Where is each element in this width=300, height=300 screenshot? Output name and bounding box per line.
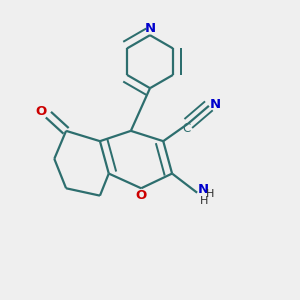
Text: H: H <box>206 189 214 199</box>
Text: O: O <box>35 105 47 118</box>
Text: O: O <box>136 189 147 202</box>
Text: N: N <box>210 98 221 111</box>
Text: N: N <box>198 183 209 196</box>
Text: C: C <box>183 122 191 135</box>
Text: H: H <box>200 196 208 206</box>
Text: N: N <box>144 22 156 35</box>
